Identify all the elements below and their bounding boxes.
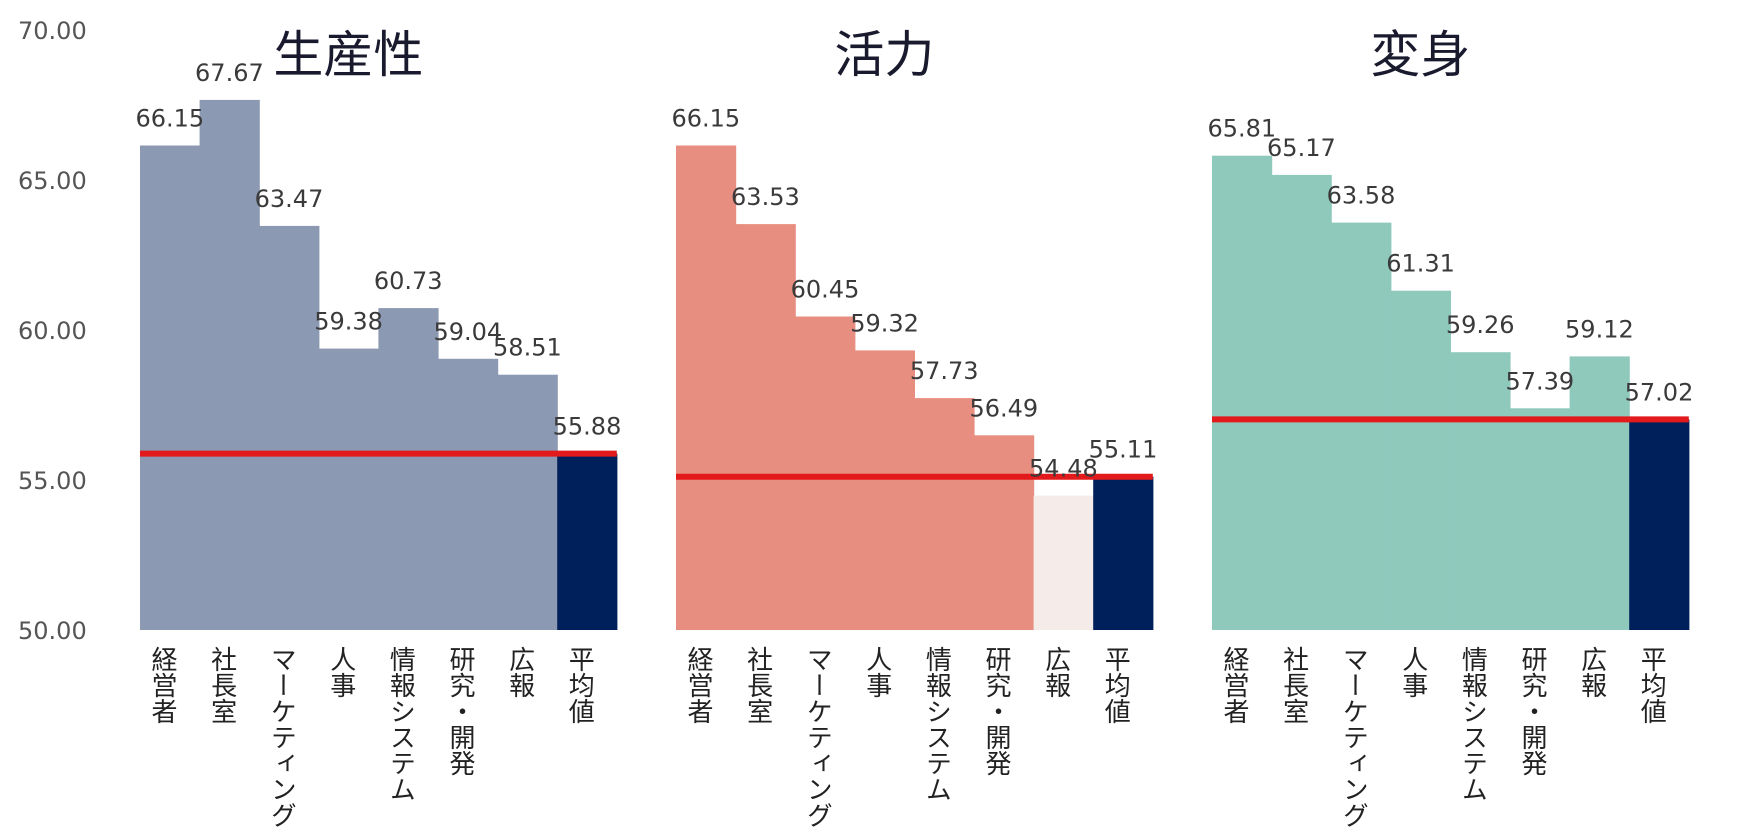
category-label: マーケティング bbox=[1338, 646, 1368, 828]
data-label: 55.11 bbox=[1089, 436, 1158, 464]
category-label: 経営者 bbox=[683, 646, 713, 724]
bar-3-8 bbox=[1629, 419, 1690, 630]
category-label: 研究・開発 bbox=[1517, 646, 1547, 776]
data-label: 58.51 bbox=[493, 334, 562, 362]
category-label: マーケティング bbox=[802, 646, 832, 828]
bar-1-3 bbox=[259, 225, 320, 630]
data-label: 63.53 bbox=[731, 183, 800, 211]
data-label: 59.38 bbox=[314, 308, 383, 336]
panel-title: 生産性 bbox=[273, 26, 423, 84]
category-label: 平均値 bbox=[1100, 646, 1130, 724]
data-label: 57.02 bbox=[1625, 378, 1694, 406]
y-tick-label: 50.00 bbox=[18, 617, 87, 645]
y-tick-label: 65.00 bbox=[18, 167, 87, 195]
category-label: 情報システム bbox=[1457, 646, 1487, 802]
category-label: 社長室 bbox=[207, 646, 237, 724]
data-label: 57.73 bbox=[910, 357, 979, 385]
y-tick-label: 70.00 bbox=[18, 17, 87, 45]
bar-2-2 bbox=[735, 224, 796, 630]
category-label: 人事 bbox=[862, 646, 892, 698]
bar-1-8 bbox=[557, 453, 618, 630]
bar-2-3 bbox=[795, 316, 856, 630]
bar-3-7 bbox=[1569, 356, 1630, 630]
bar-2-7 bbox=[1033, 495, 1094, 630]
data-label: 59.26 bbox=[1446, 311, 1515, 339]
data-label: 61.31 bbox=[1386, 250, 1455, 278]
y-tick-label: 55.00 bbox=[18, 467, 87, 495]
bar-2-1 bbox=[676, 145, 737, 630]
category-label: 広報 bbox=[1041, 646, 1071, 698]
category-label: 広報 bbox=[1577, 646, 1607, 698]
bar-1-7 bbox=[497, 374, 558, 630]
category-label: 研究・開発 bbox=[981, 646, 1011, 776]
category-label: 経営者 bbox=[147, 646, 177, 724]
data-label: 66.15 bbox=[135, 105, 204, 133]
category-label: 研究・開発 bbox=[445, 646, 475, 776]
category-label: 社長室 bbox=[743, 646, 773, 724]
data-label: 65.17 bbox=[1267, 134, 1336, 162]
bar-3-5 bbox=[1450, 352, 1511, 630]
data-label: 63.47 bbox=[255, 185, 324, 213]
category-label: マーケティング bbox=[266, 646, 296, 828]
category-label: 情報システム bbox=[385, 646, 415, 802]
category-label: 広報 bbox=[505, 646, 535, 698]
bar-3-3 bbox=[1331, 222, 1392, 630]
bar-1-4 bbox=[318, 348, 379, 630]
category-label: 情報システム bbox=[921, 646, 951, 802]
bar-2-5 bbox=[914, 398, 975, 630]
category-label: 人事 bbox=[1398, 646, 1428, 698]
bar-3-2 bbox=[1271, 174, 1332, 630]
bar-2-4 bbox=[854, 350, 915, 630]
data-label: 63.58 bbox=[1327, 182, 1396, 210]
data-label: 60.73 bbox=[374, 267, 443, 295]
bar-3-4 bbox=[1390, 290, 1451, 630]
category-label: 経営者 bbox=[1219, 646, 1249, 724]
panel-title: 活力 bbox=[834, 26, 934, 84]
bar-1-6 bbox=[438, 358, 499, 630]
category-label: 平均値 bbox=[564, 646, 594, 724]
data-label: 59.32 bbox=[850, 309, 919, 337]
data-label: 67.67 bbox=[195, 59, 264, 87]
bar-3-1 bbox=[1212, 155, 1273, 630]
data-label: 66.15 bbox=[671, 105, 740, 133]
panel-title: 変身 bbox=[1370, 26, 1470, 84]
data-label: 59.12 bbox=[1565, 315, 1634, 343]
category-label: 平均値 bbox=[1636, 646, 1666, 724]
bar-1-2 bbox=[199, 99, 260, 630]
data-label: 55.88 bbox=[553, 413, 622, 441]
data-label: 56.49 bbox=[969, 394, 1038, 422]
data-label: 60.45 bbox=[791, 276, 860, 304]
bar-1-1 bbox=[140, 145, 201, 630]
category-label: 社長室 bbox=[1279, 646, 1309, 724]
data-label: 57.39 bbox=[1505, 367, 1574, 395]
y-tick-label: 60.00 bbox=[18, 317, 87, 345]
bar-2-6 bbox=[974, 435, 1035, 630]
data-label: 65.81 bbox=[1207, 115, 1276, 143]
data-label: 54.48 bbox=[1029, 455, 1098, 483]
bar-2-8 bbox=[1093, 476, 1154, 630]
data-label: 59.04 bbox=[433, 318, 502, 346]
category-label: 人事 bbox=[326, 646, 356, 698]
bar-1-5 bbox=[378, 308, 439, 630]
bar-3-6 bbox=[1510, 408, 1571, 630]
